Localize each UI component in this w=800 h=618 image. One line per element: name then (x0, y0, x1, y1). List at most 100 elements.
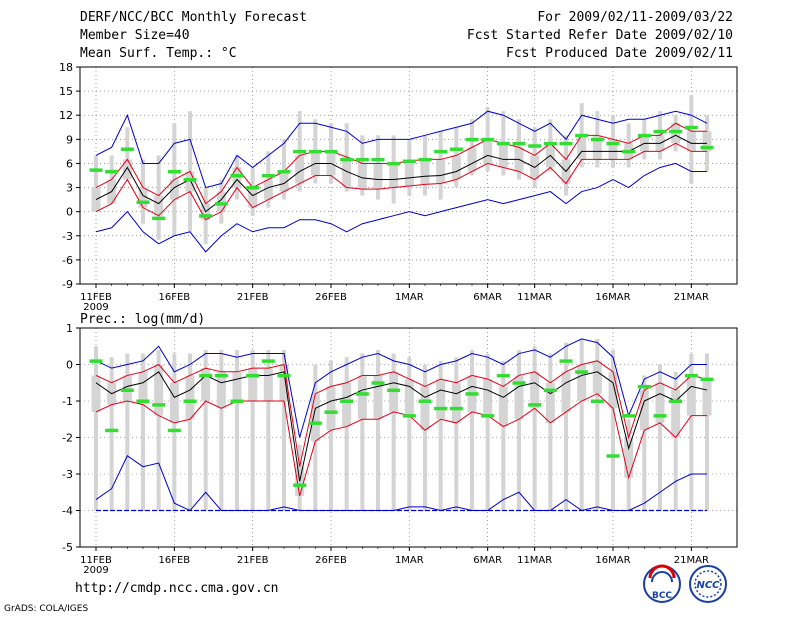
box-whisker (282, 349, 286, 511)
box-body (326, 386, 336, 431)
observed-marker (261, 359, 275, 363)
observed-marker (261, 174, 275, 178)
x-tick-label: 16FEB (159, 292, 191, 303)
x-tick-label: 11FEB (80, 292, 112, 303)
box-whisker (642, 375, 647, 511)
observed-marker (669, 399, 683, 403)
box-body (436, 159, 446, 184)
box-body (624, 437, 634, 478)
panel1-variable: Mean Surf. Temp.: °C (80, 46, 237, 61)
observed-marker (105, 428, 119, 433)
y-tick-label: -5 (62, 541, 73, 554)
observed-marker (606, 454, 620, 458)
observed-marker (465, 137, 479, 142)
x-tick-label: 11FEB (80, 555, 112, 566)
lower-outer-line (95, 455, 707, 512)
observed-marker (246, 186, 260, 190)
observed-marker (606, 141, 620, 146)
grads-credit: GrADS: COLA/IGES (4, 604, 89, 614)
box-whisker (705, 353, 709, 511)
lower-inner-line (95, 393, 707, 497)
observed-marker (136, 399, 150, 403)
year-label: 2009 (83, 565, 108, 576)
box-body (467, 147, 477, 172)
y-tick-label: -3 (62, 468, 73, 481)
observed-marker (559, 359, 573, 363)
observed-marker (528, 403, 542, 407)
y-tick-label: 15 (59, 85, 73, 98)
member-size: Member Size=40 (80, 28, 190, 43)
observed-marker (387, 388, 401, 393)
observed-marker (340, 399, 354, 403)
box-body (373, 163, 383, 190)
forecast-start-date: Fcst Started Refer Date 2009/02/10 (466, 28, 733, 43)
observed-marker (120, 147, 134, 151)
box-body (357, 163, 367, 190)
box-body (655, 382, 665, 423)
observed-marker (277, 169, 291, 174)
box-body (263, 179, 273, 200)
year-label: 2009 (83, 302, 108, 313)
box-body (686, 375, 696, 416)
box-whisker (470, 349, 474, 511)
observed-marker (89, 359, 103, 363)
observed-marker (293, 149, 307, 154)
box-body (483, 379, 493, 416)
y-tick-label: -4 (62, 505, 73, 518)
observed-marker (449, 406, 463, 411)
box-body (498, 143, 508, 168)
observed-marker (277, 373, 291, 378)
observed-marker (637, 384, 651, 389)
observed-marker (308, 421, 322, 425)
observed-marker (199, 373, 213, 378)
box-body (451, 382, 461, 423)
source-url[interactable]: http://cmdp.ncc.cma.gov.cn (75, 581, 279, 596)
box-body (216, 371, 226, 409)
box-whisker (125, 353, 130, 511)
observed-marker (512, 141, 526, 146)
box-body (389, 163, 399, 188)
box-body (530, 371, 540, 409)
observed-marker (355, 157, 369, 162)
observed-marker (89, 168, 103, 172)
observed-marker (152, 403, 166, 407)
box-whisker (673, 371, 678, 511)
box-whisker (595, 338, 600, 511)
box-whisker (188, 353, 192, 511)
box-whisker (109, 155, 114, 192)
box-whisker (407, 357, 412, 511)
y-tick-label: -9 (62, 278, 73, 291)
box-whisker (423, 364, 427, 511)
observed-marker (653, 129, 667, 134)
observed-marker (496, 141, 510, 146)
x-tick-label: 11MAR (517, 292, 552, 303)
box-body (608, 139, 618, 160)
median-line (95, 371, 708, 482)
lower-outer-line (95, 162, 707, 253)
box-whisker (501, 360, 506, 511)
box-whisker (282, 139, 286, 200)
observed-marker (371, 157, 385, 162)
observed-marker (230, 399, 244, 403)
x-tick-label: 1MAR (395, 292, 424, 303)
box-whisker (141, 353, 145, 511)
x-tick-label: 21FEB (237, 555, 269, 566)
observed-marker (418, 399, 432, 403)
box-body (263, 368, 273, 401)
box-whisker (94, 346, 98, 511)
box-body (154, 364, 164, 416)
x-tick-label: 21MAR (674, 555, 709, 566)
panel-1: -9 -6 -3 0 3 6 9 12 15 18 11FEB 16FEB 21FEB 26FEB 1MAR… (59, 61, 738, 313)
x-tick-label: 16MAR (595, 555, 630, 566)
box-body (248, 187, 258, 208)
box-body (451, 155, 461, 180)
box-whisker (689, 353, 694, 511)
observed-marker (575, 133, 589, 138)
y-tick-label: 0 (66, 206, 73, 219)
box-body (122, 375, 132, 401)
observed-marker (152, 216, 166, 221)
observed-marker (700, 377, 714, 382)
box-body (201, 368, 211, 401)
forecast-period: For 2009/02/11-2009/03/22 (537, 10, 733, 25)
